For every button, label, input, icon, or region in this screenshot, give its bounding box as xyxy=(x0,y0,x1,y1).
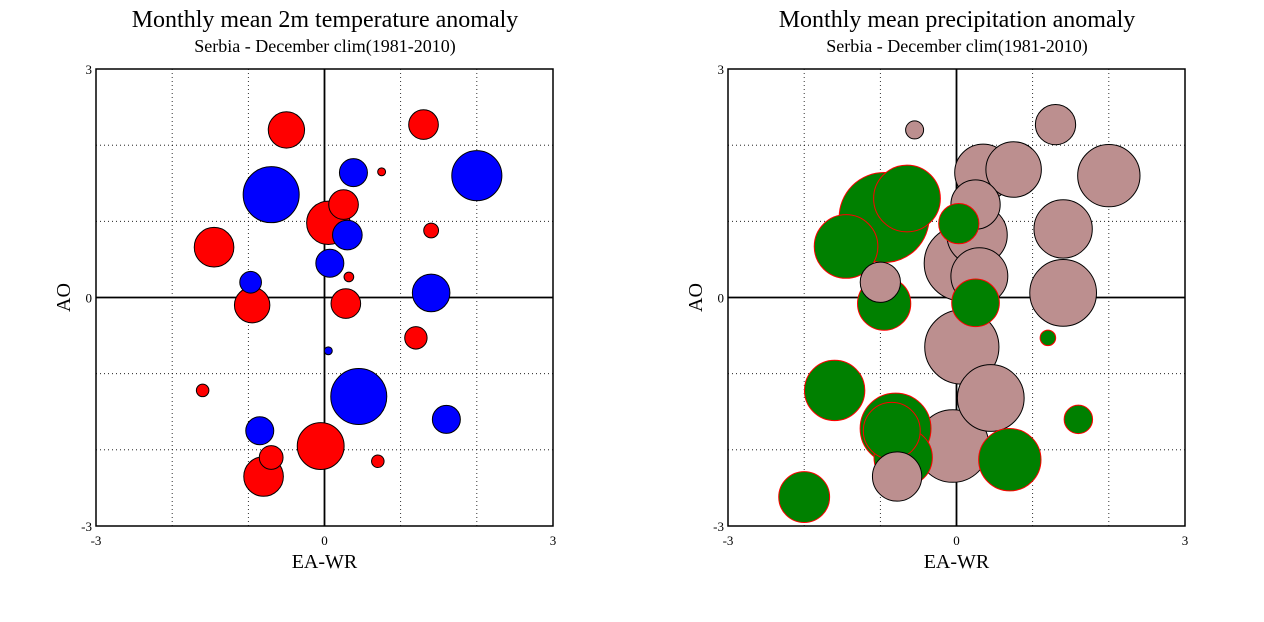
x-tick-label: 3 xyxy=(1182,533,1189,548)
x-axis-label: EA-WR xyxy=(292,551,358,573)
data-point-6 xyxy=(985,141,1042,198)
chart-subtitle: Serbia - December clim(1981-2010) xyxy=(826,36,1087,57)
data-point-18 xyxy=(404,326,428,350)
plot-frame xyxy=(727,68,1186,527)
data-point-12 xyxy=(315,248,345,278)
data-point-16 xyxy=(1029,259,1098,327)
data-point-6 xyxy=(377,167,387,177)
data-point-23 xyxy=(1063,404,1094,435)
data-point-5 xyxy=(338,158,368,188)
data-point-7 xyxy=(1077,143,1141,208)
data-point-15 xyxy=(859,261,901,303)
y-tick-label: -3 xyxy=(713,519,724,534)
chart-title: Monthly mean 2m temperature anomaly xyxy=(132,7,519,33)
data-point-23 xyxy=(245,416,275,446)
x-tick-label: 0 xyxy=(321,533,328,548)
data-point-17 xyxy=(330,288,362,319)
chart-subtitle: Serbia - December clim(1981-2010) xyxy=(194,36,455,57)
y-axis-label: AO xyxy=(53,283,75,312)
x-axis-label: EA-WR xyxy=(924,551,990,573)
data-point-25 xyxy=(862,401,921,460)
chart-panel-1: Monthly mean 2m temperature anomaly Serbi… xyxy=(53,7,556,573)
y-tick-label: 0 xyxy=(718,291,725,306)
data-point-10 xyxy=(423,222,440,239)
x-tick-label: 0 xyxy=(953,533,960,548)
x-tick-label: -3 xyxy=(723,533,734,548)
data-point-1 xyxy=(905,120,925,140)
data-point-22 xyxy=(431,404,461,434)
data-point-3 xyxy=(242,166,300,224)
y-tick-label: 3 xyxy=(718,62,725,77)
data-point-1 xyxy=(267,111,306,149)
data-point-24 xyxy=(296,422,345,470)
data-point-4 xyxy=(451,150,503,202)
data-point-3 xyxy=(873,164,941,233)
plot-frame xyxy=(95,68,554,527)
data-point-19 xyxy=(323,346,333,356)
data-point-9 xyxy=(938,202,980,245)
data-point-26 xyxy=(371,454,385,469)
data-point-22 xyxy=(956,364,1025,432)
data-point-11 xyxy=(193,226,235,268)
data-point-14 xyxy=(239,270,262,294)
data-point-7 xyxy=(328,189,359,220)
y-tick-label: 0 xyxy=(86,291,93,306)
data-point-2 xyxy=(1034,103,1077,146)
data-point-21 xyxy=(330,368,388,426)
data-point-25 xyxy=(258,445,284,470)
data-point-2 xyxy=(408,109,439,140)
data-point-15 xyxy=(411,273,451,313)
x-tick-label: -3 xyxy=(91,533,102,548)
chart-panel-2: Monthly mean precipitation anomaly Serbia… xyxy=(685,7,1188,573)
chart-title: Monthly mean precipitation anomaly xyxy=(779,7,1136,33)
data-point-12 xyxy=(813,214,879,279)
data-point-28 xyxy=(978,428,1042,492)
data-point-30 xyxy=(778,471,831,524)
data-point-29 xyxy=(871,451,923,502)
data-point-18 xyxy=(951,278,1000,328)
x-tick-label: 3 xyxy=(550,533,557,548)
data-point-9 xyxy=(332,219,363,251)
data-point-21 xyxy=(803,359,866,422)
data-point-19 xyxy=(1039,329,1057,347)
data-point-13 xyxy=(343,271,355,283)
y-axis-label: AO xyxy=(685,283,707,312)
data-point-20 xyxy=(195,383,210,398)
data-point-11 xyxy=(1033,199,1093,259)
y-tick-label: 3 xyxy=(86,62,93,77)
y-tick-label: -3 xyxy=(81,519,92,534)
